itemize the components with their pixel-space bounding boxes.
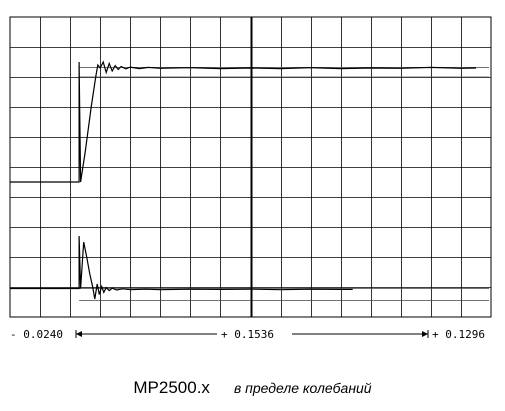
reference-lines [79,67,489,301]
model-label: MP2500.x [133,378,210,397]
time-axis-right-label: + 0.1296 [432,328,485,341]
time-axis-range-line [75,330,429,338]
time-axis-cursor-label: + 0.1536 [221,328,274,341]
signal-traces [10,60,477,300]
signal-trace-2 [10,235,353,300]
time-axis: - 0.0240 + 0.1536 + 0.1296 [10,328,485,341]
axis-arrow-right [422,331,428,337]
caption-description: в пределе колебаний [233,380,372,396]
time-axis-left-label: - 0.0240 [10,328,63,341]
signal-trace-1 [10,60,477,183]
figure-caption: MP2500.x в пределе колебаний [0,378,505,398]
axis-arrow-left [76,331,82,337]
